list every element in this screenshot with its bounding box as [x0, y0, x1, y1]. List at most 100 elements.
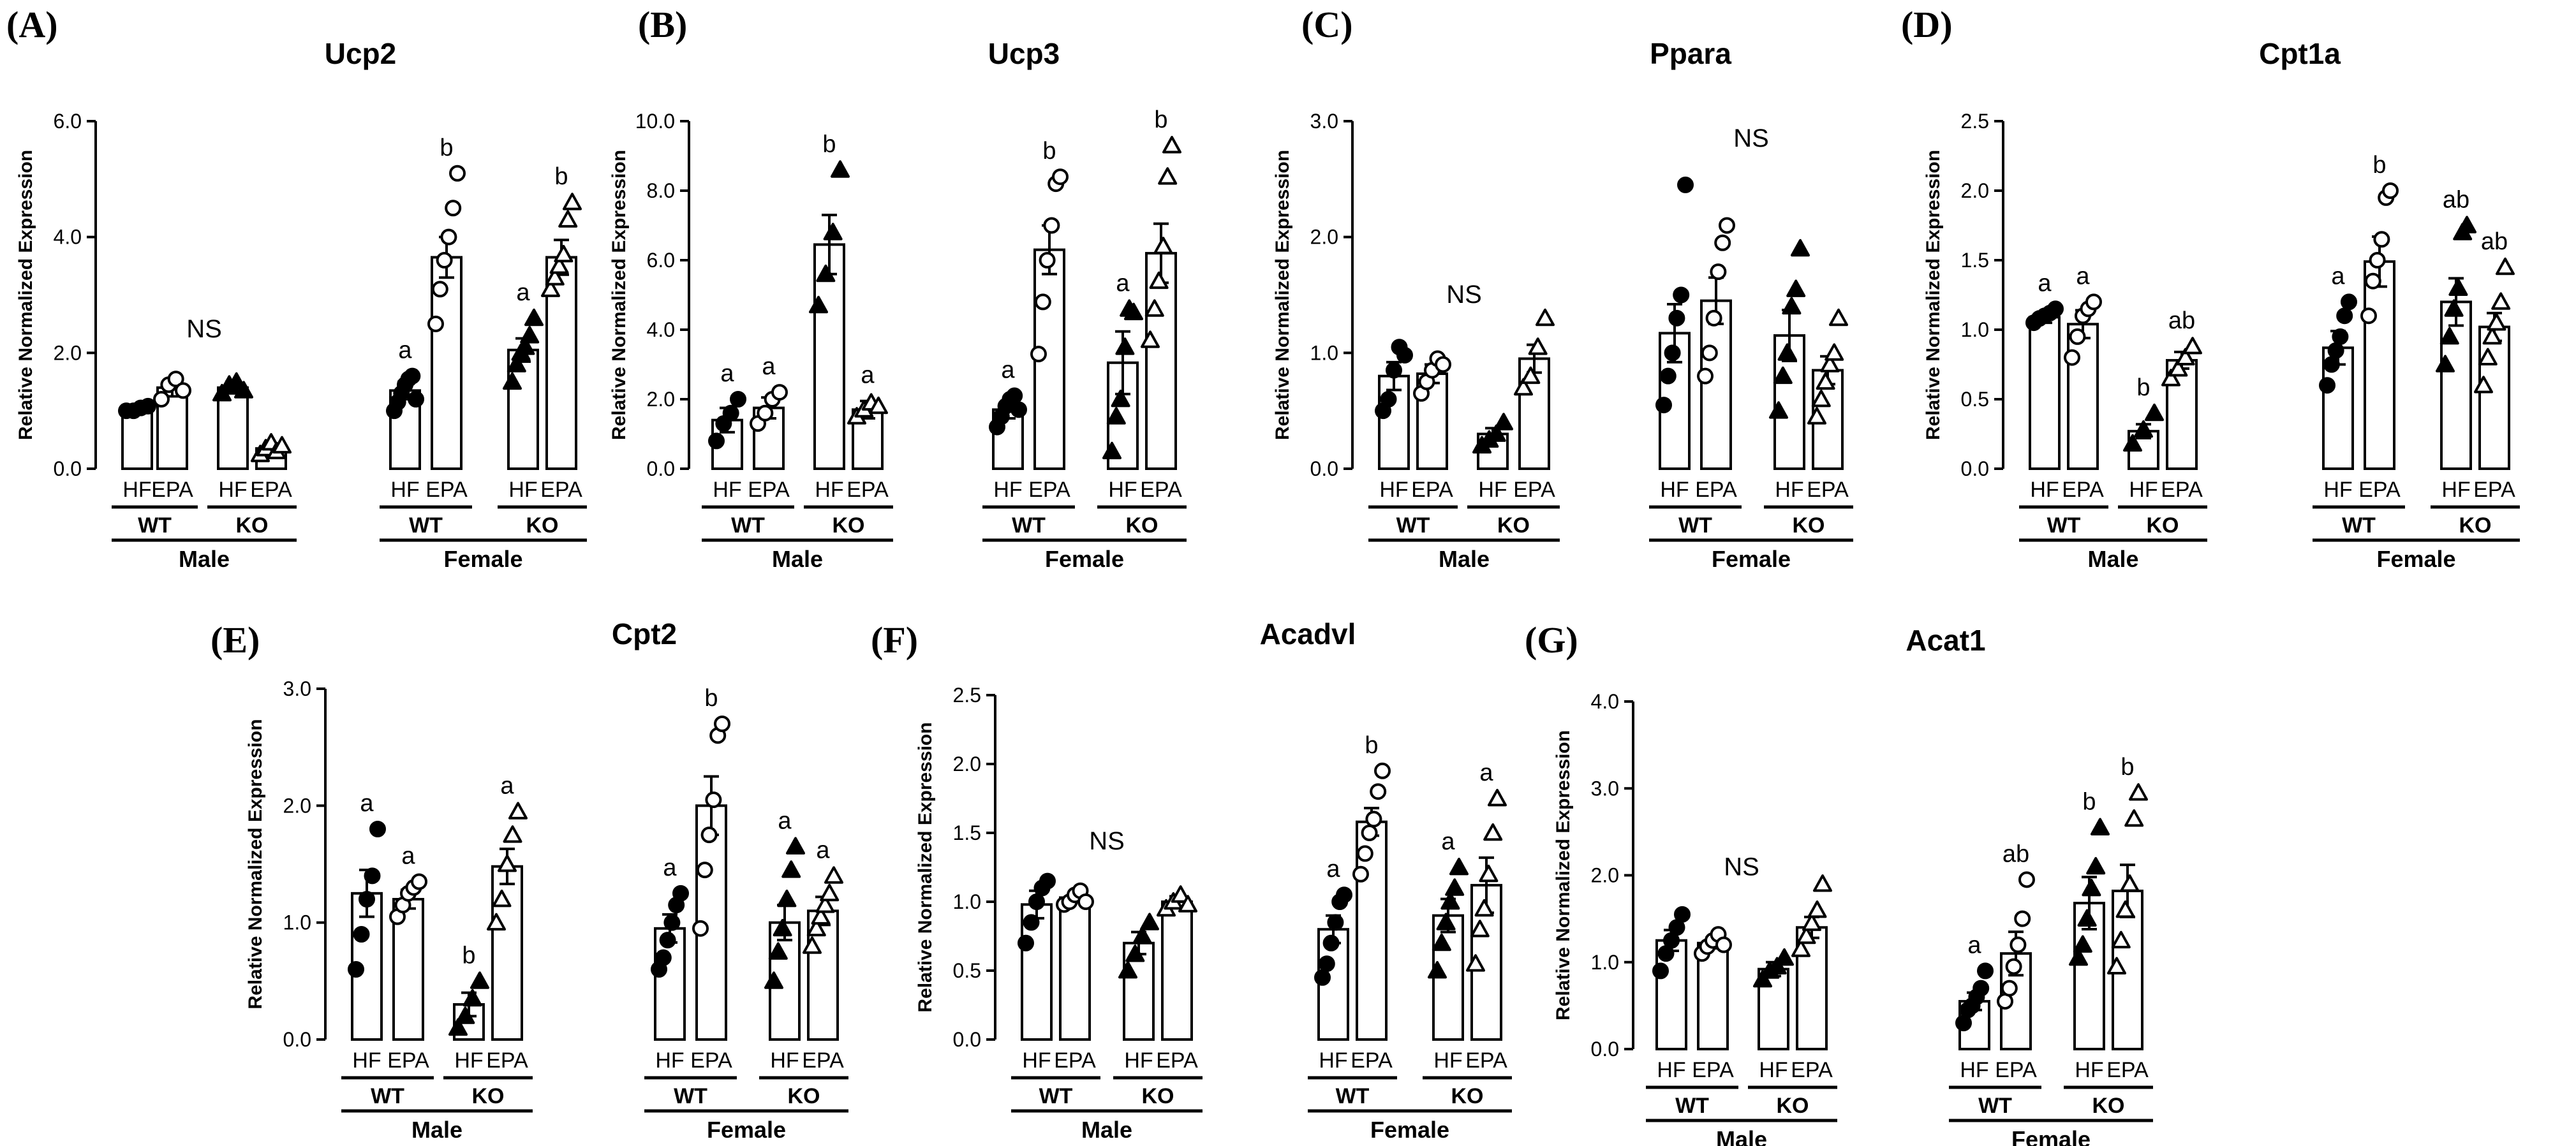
data-point — [1006, 387, 1023, 404]
data-point — [803, 936, 822, 954]
chart-panel-acadvl: (F) Acadvl 0.0 0.5 1.0 1.5 2.0 2.5 Relative Norm… — [871, 617, 1512, 1143]
genotype-label: KO — [236, 513, 269, 538]
data-point — [1028, 893, 1045, 910]
data-point — [2436, 355, 2455, 372]
data-point — [1494, 413, 1513, 430]
data-point — [1705, 309, 1722, 327]
data-point — [1714, 234, 1731, 251]
data-point — [1396, 346, 1413, 364]
data-point — [1777, 343, 1797, 361]
category-label: HF — [1657, 1058, 1685, 1082]
y-tick-label: 2.5 — [953, 684, 981, 707]
data-point — [777, 890, 797, 907]
y-tick-label: 0.0 — [647, 457, 675, 480]
data-point — [1428, 961, 1447, 979]
data-point — [1125, 944, 1145, 962]
sex-label: Male — [1081, 1117, 1132, 1143]
data-point — [1336, 886, 1352, 904]
significance-label: b — [440, 135, 453, 161]
genotype-label: KO — [472, 1084, 505, 1108]
y-tick-label: 1.5 — [953, 821, 981, 844]
data-point — [1769, 401, 1788, 419]
genotype-label: KO — [1793, 513, 1825, 538]
chart-title: Acat1 — [1906, 624, 1985, 657]
significance-label: a — [861, 362, 875, 389]
chart-title: Acadvl — [1260, 617, 1356, 650]
ns-annotation: NS — [1724, 853, 1759, 881]
data-point — [404, 367, 421, 385]
data-point — [672, 885, 689, 902]
significance-label: b — [1365, 732, 1378, 759]
data-point — [708, 432, 725, 450]
data-point — [1178, 895, 1197, 913]
data-point — [2439, 327, 2459, 345]
data-point — [2082, 878, 2101, 897]
data-point — [153, 391, 170, 408]
bar — [2067, 323, 2099, 470]
data-point — [2474, 376, 2493, 393]
genotype-label: WT — [1678, 513, 1712, 538]
data-point — [1010, 401, 1027, 418]
bar — [1161, 900, 1193, 1041]
data-point — [2134, 420, 2153, 438]
y-tick-label: 0.5 — [1961, 388, 1989, 411]
data-point — [2073, 935, 2092, 953]
category-label: HF — [1775, 478, 1803, 502]
data-point — [1786, 279, 1806, 297]
data-point — [757, 404, 774, 422]
y-tick-label: 1.0 — [1961, 318, 1989, 341]
data-point — [823, 223, 843, 240]
category-label: HF — [1108, 478, 1137, 502]
significance-label: a — [2331, 263, 2345, 290]
data-point — [549, 256, 569, 274]
chart-title: Ucp3 — [988, 37, 1060, 70]
ns-annotation: NS — [1089, 827, 1125, 855]
data-point — [663, 914, 681, 931]
data-point — [2382, 182, 2399, 199]
data-point — [440, 228, 457, 246]
data-point — [2168, 359, 2188, 377]
y-axis-label: Relative Normalized Expression — [1553, 730, 1574, 1020]
significance-label: a — [360, 790, 374, 817]
data-point — [1719, 217, 1735, 234]
y-tick-label: 2.0 — [283, 794, 311, 817]
y-axis-label: Relative Normalized Expression — [1923, 150, 1944, 440]
data-point — [449, 165, 466, 182]
data-point — [2478, 348, 2498, 365]
category-label: EPA — [802, 1048, 844, 1073]
data-point — [1018, 934, 1034, 951]
data-point — [1811, 390, 1831, 408]
data-point — [1153, 237, 1173, 254]
data-point — [2319, 377, 2335, 394]
data-point — [714, 716, 730, 732]
significance-label: a — [1326, 856, 1340, 883]
genotype-label: KO — [2092, 1094, 2125, 1118]
significance-label: b — [2372, 152, 2386, 179]
data-point — [364, 867, 381, 885]
data-point — [2069, 948, 2088, 966]
data-point — [1449, 858, 1469, 876]
data-point — [1132, 927, 1152, 944]
data-point — [1365, 811, 1382, 828]
y-tick-label: 0.0 — [54, 457, 82, 480]
data-point — [470, 971, 489, 989]
y-tick-label: 1.0 — [283, 911, 311, 934]
data-point — [1436, 913, 1456, 930]
y-tick-label: 0.0 — [1591, 1038, 1619, 1061]
data-point — [1380, 391, 1397, 408]
category-label: HF — [2441, 478, 2470, 502]
data-point — [445, 200, 462, 217]
y-tick-label: 2.0 — [1961, 179, 1989, 202]
category-label: HF — [2323, 478, 2352, 502]
genotype-label: KO — [2459, 513, 2492, 538]
data-point — [1314, 969, 1331, 986]
data-point — [1673, 286, 1690, 304]
significance-label: b — [1042, 138, 1056, 165]
significance-label: ab — [2481, 228, 2508, 255]
sex-label: Male — [1439, 546, 1490, 572]
category-label: HF — [1379, 478, 1408, 502]
data-point — [1710, 263, 1727, 281]
category-label: HF — [2075, 1058, 2103, 1082]
data-point — [436, 252, 453, 268]
significance-label: b — [462, 942, 475, 969]
